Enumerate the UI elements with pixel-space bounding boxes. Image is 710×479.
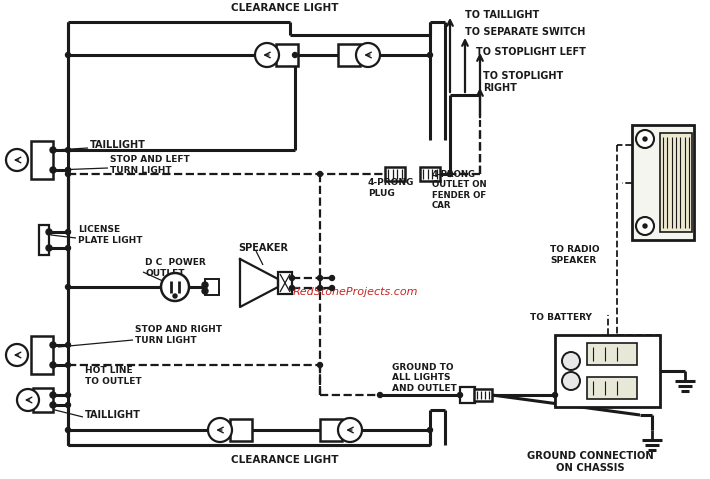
Circle shape <box>65 285 70 289</box>
Circle shape <box>290 275 295 281</box>
Circle shape <box>427 53 432 57</box>
Circle shape <box>636 130 654 148</box>
Circle shape <box>65 402 70 408</box>
Bar <box>555 335 660 407</box>
Circle shape <box>65 229 70 235</box>
Circle shape <box>173 294 177 298</box>
Bar <box>230 419 252 441</box>
Bar <box>420 167 440 181</box>
Text: GROUND CONNECTION
ON CHASSIS: GROUND CONNECTION ON CHASSIS <box>527 451 653 473</box>
Text: STOP AND RIGHT
TURN LIGHT: STOP AND RIGHT TURN LIGHT <box>135 325 222 345</box>
Bar <box>205 279 219 295</box>
Circle shape <box>65 246 70 251</box>
Text: TO TAILLIGHT: TO TAILLIGHT <box>465 10 540 20</box>
Circle shape <box>317 275 322 281</box>
Circle shape <box>50 167 56 173</box>
Bar <box>33 388 53 412</box>
Circle shape <box>6 344 28 366</box>
Bar <box>31 141 53 179</box>
Circle shape <box>50 402 56 408</box>
Circle shape <box>17 389 39 411</box>
Circle shape <box>317 285 322 290</box>
Circle shape <box>562 352 580 370</box>
Circle shape <box>65 53 70 57</box>
Text: CLEARANCE LIGHT: CLEARANCE LIGHT <box>231 3 339 13</box>
Circle shape <box>562 372 580 390</box>
Text: TO RADIO
SPEAKER: TO RADIO SPEAKER <box>550 245 600 265</box>
Circle shape <box>427 427 432 433</box>
Circle shape <box>65 427 70 433</box>
Circle shape <box>50 392 56 398</box>
Circle shape <box>317 171 322 176</box>
Bar <box>320 419 342 441</box>
Bar <box>385 167 405 181</box>
Text: TO STOPLIGHT
RIGHT: TO STOPLIGHT RIGHT <box>483 71 563 93</box>
Circle shape <box>46 229 52 235</box>
Circle shape <box>50 362 56 368</box>
Circle shape <box>329 285 334 290</box>
Circle shape <box>65 168 70 172</box>
Circle shape <box>65 363 70 367</box>
Circle shape <box>378 392 383 398</box>
Text: HOT LINE
TO OUTLET: HOT LINE TO OUTLET <box>85 366 141 386</box>
Bar <box>276 44 298 66</box>
Circle shape <box>457 392 462 398</box>
Circle shape <box>65 148 70 152</box>
Circle shape <box>329 275 334 281</box>
Text: SPEAKER: SPEAKER <box>238 243 288 253</box>
Circle shape <box>643 224 647 228</box>
Circle shape <box>202 282 208 288</box>
Circle shape <box>338 418 362 442</box>
Circle shape <box>46 245 52 251</box>
Bar <box>460 387 475 403</box>
Circle shape <box>161 273 189 301</box>
Text: STOP AND LEFT
TURN LIGHT: STOP AND LEFT TURN LIGHT <box>110 155 190 175</box>
Circle shape <box>65 342 70 347</box>
Bar <box>587 343 637 365</box>
Text: 4-PRONG
PLUG: 4-PRONG PLUG <box>368 178 415 198</box>
Circle shape <box>50 342 56 348</box>
Circle shape <box>643 137 647 141</box>
Circle shape <box>293 53 297 57</box>
Bar <box>278 272 292 294</box>
Bar <box>39 225 49 255</box>
Bar <box>338 44 360 66</box>
Circle shape <box>552 392 557 398</box>
Text: TO SEPARATE SWITCH: TO SEPARATE SWITCH <box>465 27 585 37</box>
Text: TAILLIGHT: TAILLIGHT <box>90 140 146 150</box>
Text: 4-PRONG
OUTLET ON
FENDER OF
CAR: 4-PRONG OUTLET ON FENDER OF CAR <box>432 170 486 210</box>
Bar <box>660 133 692 232</box>
Text: LICENSE
PLATE LIGHT: LICENSE PLATE LIGHT <box>78 225 143 245</box>
Circle shape <box>356 43 380 67</box>
Text: TO BATTERY: TO BATTERY <box>530 313 592 322</box>
Circle shape <box>6 149 28 171</box>
Text: CLEARANCE LIGHT: CLEARANCE LIGHT <box>231 455 339 465</box>
Circle shape <box>208 418 232 442</box>
Circle shape <box>65 392 70 398</box>
Text: TAILLIGHT: TAILLIGHT <box>85 410 141 420</box>
Circle shape <box>447 171 452 176</box>
Text: TO STOPLIGHT LEFT: TO STOPLIGHT LEFT <box>476 47 586 57</box>
Circle shape <box>317 363 322 367</box>
Text: D C  POWER
OUTLET: D C POWER OUTLET <box>145 258 206 278</box>
Bar <box>31 336 53 374</box>
Text: RedStoneProjects.com: RedStoneProjects.com <box>293 287 417 297</box>
Circle shape <box>65 171 70 176</box>
Circle shape <box>255 43 279 67</box>
Bar <box>632 125 694 240</box>
Polygon shape <box>240 259 278 307</box>
Bar <box>587 377 637 399</box>
Bar <box>474 389 492 401</box>
Circle shape <box>636 217 654 235</box>
Circle shape <box>290 285 295 290</box>
Circle shape <box>202 288 208 294</box>
Text: GROUND TO
ALL LIGHTS
AND OUTLET: GROUND TO ALL LIGHTS AND OUTLET <box>392 363 457 393</box>
Circle shape <box>65 168 70 172</box>
Circle shape <box>50 147 56 153</box>
